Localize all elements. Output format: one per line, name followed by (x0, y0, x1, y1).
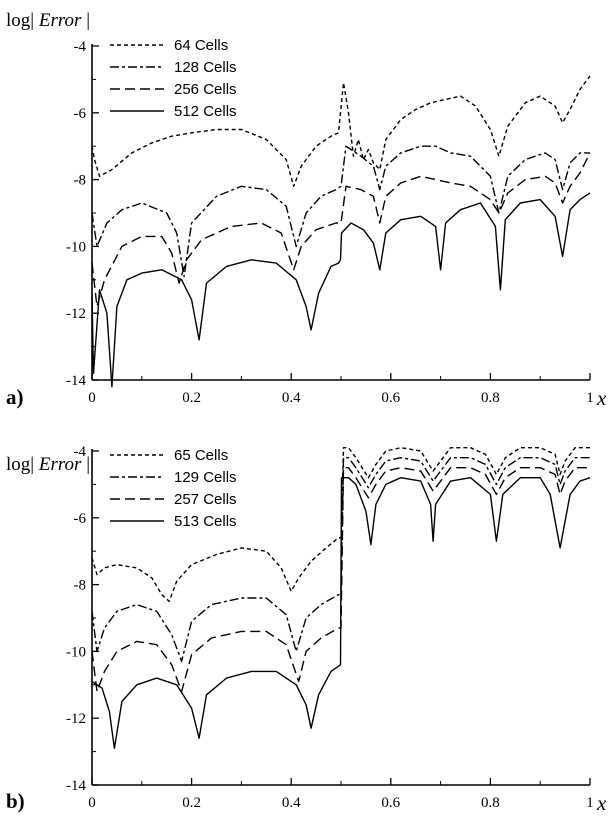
x-axis-label: x (596, 791, 607, 815)
x-tick-label: 0.6 (381, 795, 400, 811)
y-axis-label-prefix: log| (6, 10, 39, 31)
y-axis-label: log| Error | (6, 10, 90, 31)
y-tick-label: -6 (74, 511, 87, 527)
chart-panel-a: log| Error | a) x -4 -6 -8 -10 -12 -140 0.2 0.4… (6, 10, 607, 410)
panel-label: a) (6, 385, 24, 409)
series-line-2 (91, 467, 590, 693)
x-tick-label: 0.8 (481, 795, 500, 811)
legend-label: 256 Cells (174, 81, 237, 98)
legend-label: 257 Cells (174, 491, 237, 508)
legend: 64 Cells 128 Cells 256 Cells 512 Cells (110, 37, 237, 120)
series-line-0 (91, 75, 591, 188)
legend-label: 64 Cells (174, 37, 228, 54)
series-line-3 (91, 477, 591, 749)
y-tick-label: -10 (66, 644, 86, 660)
y-axis-label-prefix: log| (6, 454, 39, 475)
series-lines (91, 447, 591, 749)
y-axis-label-variable: Error (38, 454, 82, 475)
y-tick-label: -8 (74, 578, 87, 594)
x-tick-label: 0.8 (481, 390, 500, 406)
series-line-1 (91, 457, 590, 663)
y-tick-label: -4 (74, 39, 87, 55)
legend-label: 129 Cells (174, 469, 237, 486)
legend-label: 512 Cells (174, 103, 237, 120)
x-tick-label: 0.6 (381, 390, 400, 406)
y-tick-label: -14 (66, 778, 86, 794)
series-line-0 (91, 447, 590, 602)
series-lines (91, 75, 591, 388)
y-axis-label-suffix: | (81, 10, 90, 31)
x-tick-label: 0.2 (182, 390, 201, 406)
legend-label: 65 Cells (174, 447, 228, 464)
x-tick-label: 0 (88, 795, 96, 811)
y-axis-label: log| Error | (6, 454, 90, 475)
x-axis-label: x (596, 386, 607, 410)
chart-panel-b: log| Error | b) x -4 -6 -8 -10 -12 -140 0.2 0.4… (6, 444, 607, 815)
y-tick-label: -14 (66, 373, 86, 389)
panel-label: b) (6, 789, 25, 813)
y-axis-label-variable: Error (38, 10, 82, 31)
x-tick-label: 0 (88, 390, 96, 406)
y-tick-label: -10 (66, 239, 86, 255)
legend: 65 Cells 129 Cells 257 Cells 513 Cells (110, 447, 237, 530)
x-tick-label: 1 (586, 795, 594, 811)
series-line-1 (91, 145, 590, 278)
legend-label: 128 Cells (174, 59, 237, 76)
series-line-2 (91, 152, 591, 308)
y-tick-label: -6 (74, 106, 87, 122)
y-tick-label: -4 (74, 444, 87, 460)
axes: -4 -6 -8 -10 -12 -140 0.2 0.4 0.6 0.8 1 (66, 444, 594, 811)
y-tick-label: -12 (66, 306, 86, 322)
x-tick-label: 0.4 (282, 795, 301, 811)
x-tick-label: 1 (586, 390, 594, 406)
x-tick-label: 0.4 (282, 390, 301, 406)
y-tick-label: -8 (74, 173, 87, 189)
y-axis-label-suffix: | (81, 454, 90, 475)
x-tick-label: 0.2 (182, 795, 201, 811)
legend-label: 513 Cells (174, 513, 237, 530)
y-tick-label: -12 (66, 711, 86, 727)
series-line-3 (91, 192, 591, 388)
axes: -4 -6 -8 -10 -12 -140 0.2 0.4 0.6 0.8 1 (66, 39, 594, 406)
